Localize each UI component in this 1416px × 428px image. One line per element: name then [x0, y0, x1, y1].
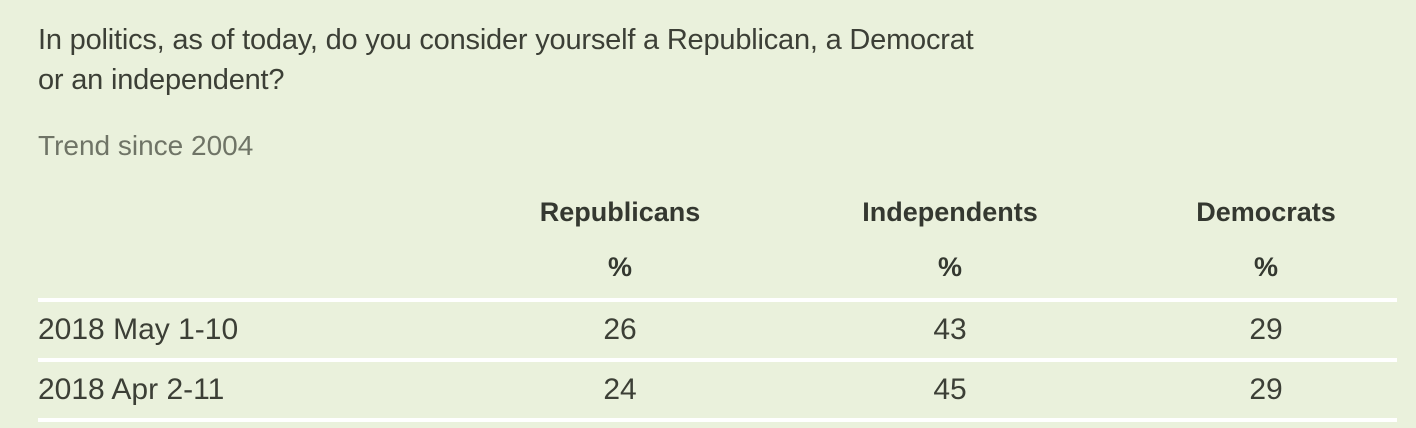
column-header-independents: Independents — [862, 196, 1038, 227]
value-cell: 26 — [603, 313, 637, 346]
results-table: Republicans Independents Democrats % % %… — [38, 188, 1397, 422]
table-header-row: Republicans Independents Democrats — [38, 188, 1397, 236]
value-cell: 43 — [933, 313, 967, 346]
unit-cell-independents: % — [937, 251, 962, 282]
unit-cell-democrats: % — [1253, 251, 1278, 282]
column-header-democrats: Democrats — [1196, 196, 1336, 227]
row-label: 2018 May 1-10 — [38, 313, 239, 346]
poll-question-line-2: or an independent? — [38, 64, 285, 96]
trend-subtitle: Trend since 2004 — [38, 130, 254, 161]
row-label: 2018 Apr 2-11 — [38, 373, 225, 406]
table-row: 2018 Apr 2-11 24 45 29 — [38, 358, 1397, 418]
table-unit-row: % % % — [38, 236, 1397, 298]
poll-question: In politics, as of today, do you conside… — [38, 20, 1397, 100]
value-cell: 29 — [1249, 373, 1283, 406]
table-row: 2018 May 1-10 26 43 29 — [38, 298, 1397, 358]
poll-question-line-1: In politics, as of today, do you conside… — [38, 24, 974, 56]
value-cell: 45 — [933, 373, 967, 406]
unit-cell-republicans: % — [607, 251, 632, 282]
value-cell: 29 — [1249, 313, 1283, 346]
value-cell: 24 — [603, 373, 637, 406]
column-header-republicans: Republicans — [539, 196, 701, 227]
